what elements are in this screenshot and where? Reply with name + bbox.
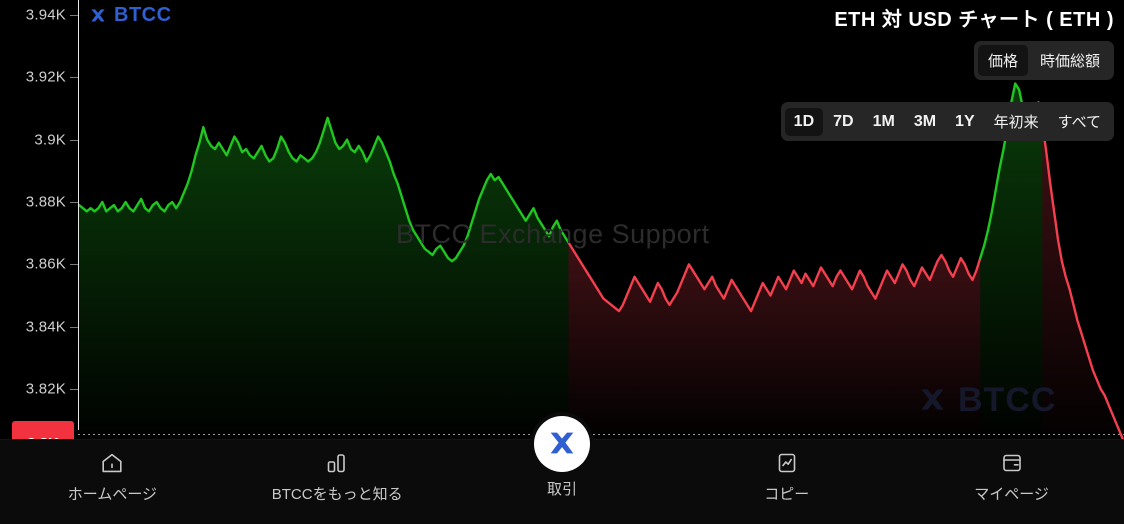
home-icon-wrapper [99, 450, 125, 476]
y-axis-tick-mark [70, 201, 78, 203]
range-option-1Y[interactable]: 1Y [955, 112, 975, 130]
range-option-1D[interactable]: 1D [784, 107, 824, 136]
chart-plot-svg [77, 82, 1124, 440]
nav-item-3[interactable]: コピー [674, 440, 899, 504]
y-axis-tick-mark [70, 15, 78, 16]
nav-item-4[interactable]: マイページ [899, 440, 1124, 504]
metric-option-0[interactable]: 価格 [977, 45, 1028, 76]
y-axis-line [78, 0, 79, 430]
chart-area-fill [568, 242, 981, 434]
range-option-すべて[interactable]: すべて [1057, 114, 1101, 131]
page-title: ETH 対 USD チャート ( ETH ) [834, 9, 1114, 31]
x-axis-line [78, 434, 1124, 435]
btcc-x-logo-icon [91, 8, 105, 21]
nav-item-label: BTCCをもっと知る [271, 486, 403, 503]
y-axis-tick-label: 3.92K [25, 68, 66, 86]
y-axis-tick-label: 3.94K [25, 6, 66, 24]
chart-area-fill [1042, 124, 1124, 440]
chart-line-segment [1041, 122, 1124, 440]
nav-item-label: ホームページ [67, 486, 158, 503]
time-range-toggle-group[interactable]: 1D 7D 1M 3M 1Y 年初来 すべて [780, 102, 1114, 141]
chart-line-segment [77, 116, 570, 263]
y-axis-tick-label: 3.88K [25, 193, 66, 211]
copy-chart-icon [778, 453, 796, 473]
range-option-3M[interactable]: 3M [913, 112, 937, 130]
nav-item-2[interactable]: 取引 [450, 416, 675, 499]
wallet-icon-wrapper [999, 450, 1025, 476]
metric-option-1[interactable]: 時価総額 [1039, 53, 1100, 70]
range-option-7D[interactable]: 7D [833, 112, 854, 130]
range-option-1M[interactable]: 1M [872, 112, 895, 130]
brand-logo: BTCC [88, 4, 172, 27]
chart-area-fill [980, 83, 1043, 434]
nav-item-1[interactable]: BTCCをもっと知る [225, 440, 450, 504]
wallet-icon [1002, 454, 1021, 472]
nav-item-label: マイページ [974, 486, 1049, 503]
nav-item-0[interactable]: ホームページ [0, 440, 225, 504]
home-icon [102, 453, 122, 473]
copy-chart-icon-wrapper [774, 450, 800, 476]
nav-item-label: コピー [764, 486, 810, 503]
bar-chart-icon [327, 454, 345, 473]
y-axis-tick-mark [70, 388, 78, 390]
btcc-x-logo-icon-wrapper [533, 416, 590, 472]
bar-chart-icon-wrapper [324, 450, 350, 476]
y-axis-tick-label: 3.86K [25, 255, 66, 273]
y-axis-tick-mark [70, 326, 78, 328]
y-axis-tick-label: 3.84K [25, 318, 66, 335]
btcc-x-logo-icon [550, 432, 574, 454]
chart-area-fill [79, 117, 569, 434]
y-axis-tick-mark [70, 77, 78, 79]
nav-item-label: 取引 [546, 481, 577, 498]
y-axis-tick-label: 3.9K [34, 131, 66, 149]
y-axis-tick-label: 3.82K [25, 380, 66, 398]
y-axis-tick-mark [70, 139, 78, 141]
brand-logo-text: BTCC [114, 4, 172, 26]
bottom-navigation-bar: ホームページ BTCCをもっと知る 取引 コピー マイページ [0, 416, 1124, 524]
chart-line-segment [567, 241, 982, 313]
metric-toggle-group[interactable]: 価格 時価総額 [973, 41, 1114, 80]
y-axis-tick-mark [70, 264, 78, 266]
range-option-年初来[interactable]: 年初来 [993, 114, 1039, 131]
